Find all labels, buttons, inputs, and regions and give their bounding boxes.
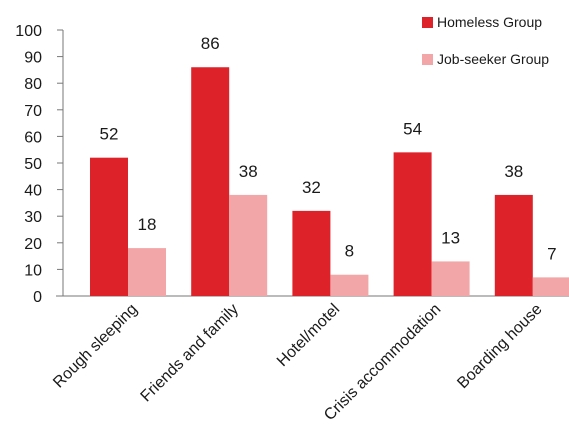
bar-job-seeker bbox=[532, 277, 569, 296]
data-label: 18 bbox=[138, 215, 157, 234]
data-labels: 52 18 86 38 32 8 54 13 38 7 bbox=[100, 34, 557, 263]
y-tick-label: 70 bbox=[24, 103, 42, 120]
bar-homeless bbox=[191, 67, 230, 297]
bar-homeless bbox=[393, 152, 432, 296]
data-label: 86 bbox=[201, 34, 220, 53]
bar-job-seeker bbox=[128, 248, 166, 296]
bars bbox=[90, 67, 569, 297]
category-label: Rough sleeping bbox=[50, 301, 141, 392]
legend-swatch bbox=[422, 17, 433, 28]
y-tick-label: 100 bbox=[15, 23, 42, 40]
data-label: 54 bbox=[403, 119, 422, 138]
bar-job-seeker bbox=[431, 261, 470, 296]
data-label: 38 bbox=[239, 162, 258, 181]
data-label: 7 bbox=[547, 244, 556, 263]
y-tick-label: 30 bbox=[24, 209, 42, 226]
y-tick-label: 60 bbox=[24, 129, 42, 146]
data-label: 38 bbox=[504, 162, 523, 181]
bar-homeless bbox=[494, 194, 533, 296]
legend-label: Homeless Group bbox=[437, 14, 542, 30]
bar-homeless bbox=[292, 210, 331, 296]
data-label: 13 bbox=[441, 228, 460, 247]
legend-swatch bbox=[422, 54, 433, 65]
y-tick-label: 0 bbox=[33, 289, 42, 306]
legend: Homeless Group Job-seeker Group bbox=[422, 14, 549, 67]
category-label: Friends and family bbox=[138, 301, 242, 405]
category-label: Hotel/motel bbox=[274, 301, 343, 370]
bar-job-seeker bbox=[330, 274, 369, 296]
y-tick-label: 10 bbox=[24, 262, 42, 279]
y-tick-label: 40 bbox=[24, 183, 42, 200]
y-tick-label: 50 bbox=[24, 156, 42, 173]
bar-job-seeker bbox=[229, 194, 268, 296]
y-tick-label: 80 bbox=[24, 76, 42, 93]
data-label: 32 bbox=[302, 178, 321, 197]
bar-homeless bbox=[90, 157, 128, 296]
y-axis: 0 10 20 30 40 50 60 70 80 90 100 bbox=[15, 23, 64, 306]
y-axis-ticks: 0 10 20 30 40 50 60 70 80 90 100 bbox=[15, 23, 63, 306]
category-label: Boarding house bbox=[454, 301, 545, 392]
category-label: Crisis accommodation bbox=[321, 301, 444, 424]
y-tick-label: 90 bbox=[24, 50, 42, 67]
data-label: 52 bbox=[100, 125, 119, 144]
legend-label: Job-seeker Group bbox=[437, 51, 549, 67]
y-tick-label: 20 bbox=[24, 236, 42, 253]
data-label: 8 bbox=[345, 242, 354, 261]
